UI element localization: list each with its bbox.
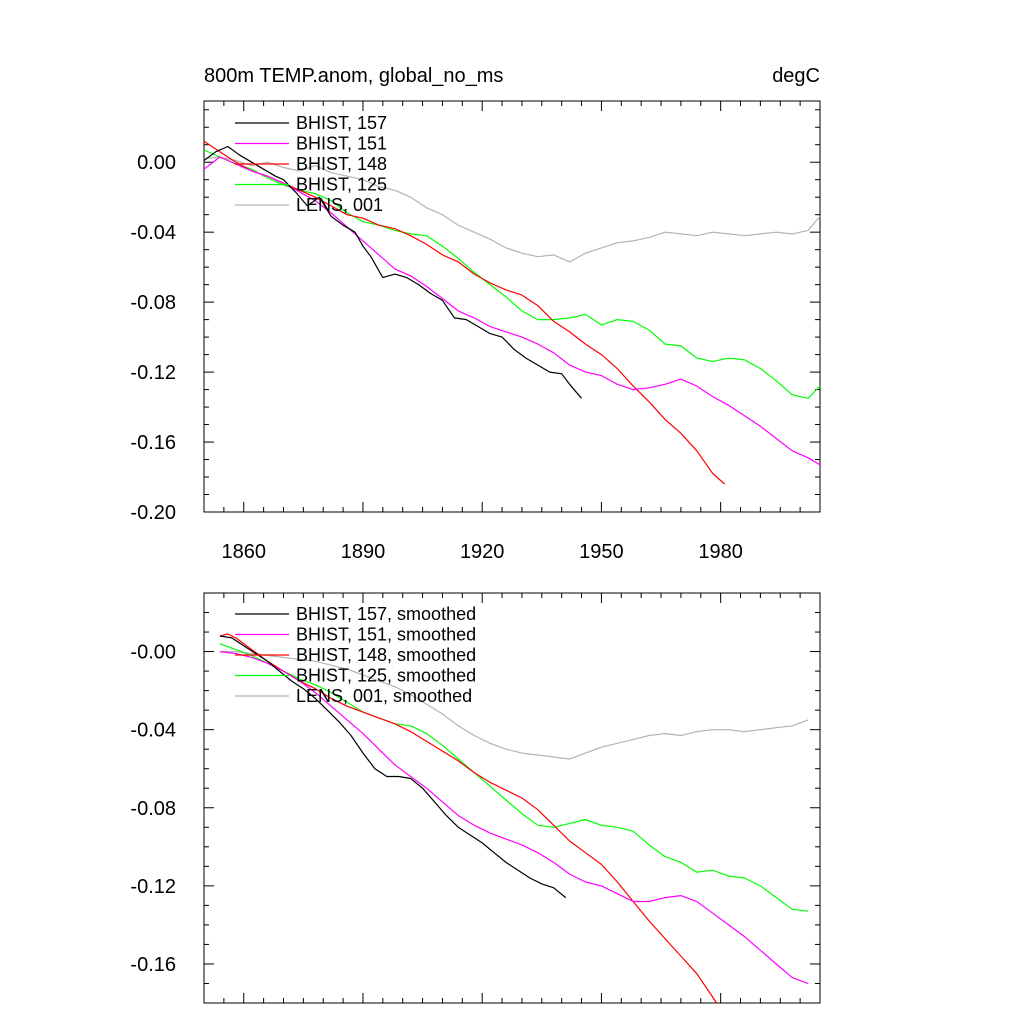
y-tick-label: -0.04: [130, 720, 176, 742]
series-line-1: [203, 156, 821, 466]
legend-label: LENS, 001, smoothed: [296, 686, 472, 706]
x-tick-label: 1890: [341, 541, 386, 563]
chart-title: 800m TEMP.anom, global_no_ms: [204, 65, 503, 87]
y-tick-label: -0.20: [130, 502, 176, 524]
legend-label: BHIST, 151: [296, 134, 387, 154]
bottom-panel: -0.00 -0.04 -0.08 -0.12 -0.16 BHIST, 157, smo…: [130, 592, 821, 1004]
series-line-4: [203, 156, 821, 263]
plot-frame: [203, 592, 821, 1004]
series-line-2: [203, 140, 725, 485]
y-tick-label: -0.16: [130, 954, 176, 976]
top-panel: 1860 1890 1920 1950 1980 0.00 -0.04 -0.08 -0.12 -…: [130, 100, 821, 563]
legend-label: LENS, 001: [296, 195, 383, 215]
y-tick-label: 0.00: [137, 152, 176, 174]
y-tick-label: -0.00: [130, 642, 176, 664]
legend-label: BHIST, 157: [296, 113, 387, 133]
y-tick-label: -0.12: [130, 876, 176, 898]
series-line-0: [203, 145, 582, 399]
y-tick-label: -0.16: [130, 432, 176, 454]
y-tick-label: -0.12: [130, 362, 176, 384]
legend-label: BHIST, 148, smoothed: [296, 645, 476, 665]
units-label: degC: [772, 65, 820, 87]
legend-label: BHIST, 125, smoothed: [296, 666, 476, 686]
y-tick-label: -0.08: [130, 292, 176, 314]
legend-label: BHIST, 125: [296, 175, 387, 195]
legend-label: BHIST, 157, smoothed: [296, 604, 476, 624]
x-tick-label: 1920: [460, 541, 505, 563]
x-tick-label: 1860: [221, 541, 266, 563]
series-line-0: [219, 635, 567, 899]
y-tick-label: -0.04: [130, 222, 176, 244]
series-line-1: [219, 651, 809, 985]
series-line-3: [203, 149, 821, 399]
legend-label: BHIST, 151, smoothed: [296, 625, 476, 645]
series-line-3: [219, 643, 809, 912]
x-tick-label: 1980: [698, 541, 743, 563]
series-line-4: [219, 650, 809, 760]
y-tick-label: -0.08: [130, 798, 176, 820]
legend-label: BHIST, 148: [296, 154, 387, 174]
x-tick-label: 1950: [579, 541, 624, 563]
plot-frame: [203, 100, 821, 513]
